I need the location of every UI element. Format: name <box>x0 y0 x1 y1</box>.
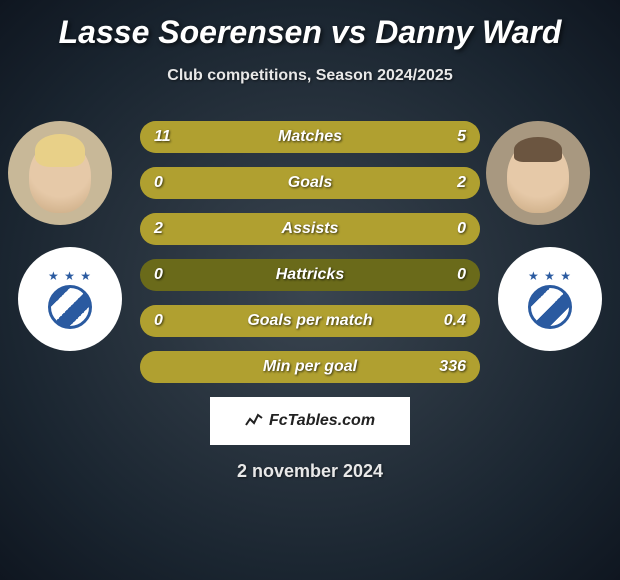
stat-value-left: 0 <box>154 259 163 291</box>
credit-text: FcTables.com <box>269 412 375 430</box>
stat-row: Assists2 0 <box>140 213 480 245</box>
stat-label: Goals <box>140 167 480 199</box>
stat-value-right: 0.4 <box>444 305 466 337</box>
stat-row: Min per goal336 <box>140 351 480 383</box>
face-icon <box>29 140 91 213</box>
stat-value-left: 11 <box>154 121 171 153</box>
stats-area: ★ ★ ★ ★ ★ ★ Matches115Goals02Assists20Ha… <box>0 121 620 383</box>
stat-value-right: 336 <box>439 351 466 383</box>
stat-value-left: 2 <box>154 213 163 245</box>
infographic-root: Lasse Soerensen vs Danny Ward Club compe… <box>0 0 620 492</box>
credit-badge: FcTables.com <box>210 397 410 445</box>
stat-value-right: 0 <box>457 213 466 245</box>
date-text: 2 november 2024 <box>0 461 620 482</box>
page-title: Lasse Soerensen vs Danny Ward <box>0 14 620 51</box>
player2-name: Danny Ward <box>375 14 561 50</box>
face-icon <box>507 140 569 213</box>
stat-value-right: 0 <box>457 259 466 291</box>
comparison-bars: Matches115Goals02Assists20Hattricks00Goa… <box>140 121 480 383</box>
stat-value-left: 0 <box>154 305 163 337</box>
chart-icon <box>245 412 263 431</box>
subtitle: Club competitions, Season 2024/2025 <box>0 67 620 85</box>
stat-label: Assists <box>140 213 480 245</box>
club-badge-icon: ★ ★ ★ <box>514 263 587 336</box>
stat-label: Hattricks <box>140 259 480 291</box>
stat-row: Goals per match0 0.4 <box>140 305 480 337</box>
stat-row: Matches11 5 <box>140 121 480 153</box>
stat-value-right: 2 <box>457 167 466 199</box>
stat-row: Hattricks0 0 <box>140 259 480 291</box>
player1-avatar <box>8 121 112 225</box>
club-badge-icon: ★ ★ ★ <box>34 263 107 336</box>
stat-value-left: 0 <box>154 167 163 199</box>
stat-label: Matches <box>140 121 480 153</box>
player1-club-badge: ★ ★ ★ <box>18 247 122 351</box>
player2-avatar <box>486 121 590 225</box>
player2-club-badge: ★ ★ ★ <box>498 247 602 351</box>
stat-label: Min per goal <box>140 351 480 383</box>
stat-label: Goals per match <box>140 305 480 337</box>
stat-value-right: 5 <box>457 121 466 153</box>
stat-row: Goals0 2 <box>140 167 480 199</box>
vs-text: vs <box>331 14 367 50</box>
player1-name: Lasse Soerensen <box>59 14 322 50</box>
